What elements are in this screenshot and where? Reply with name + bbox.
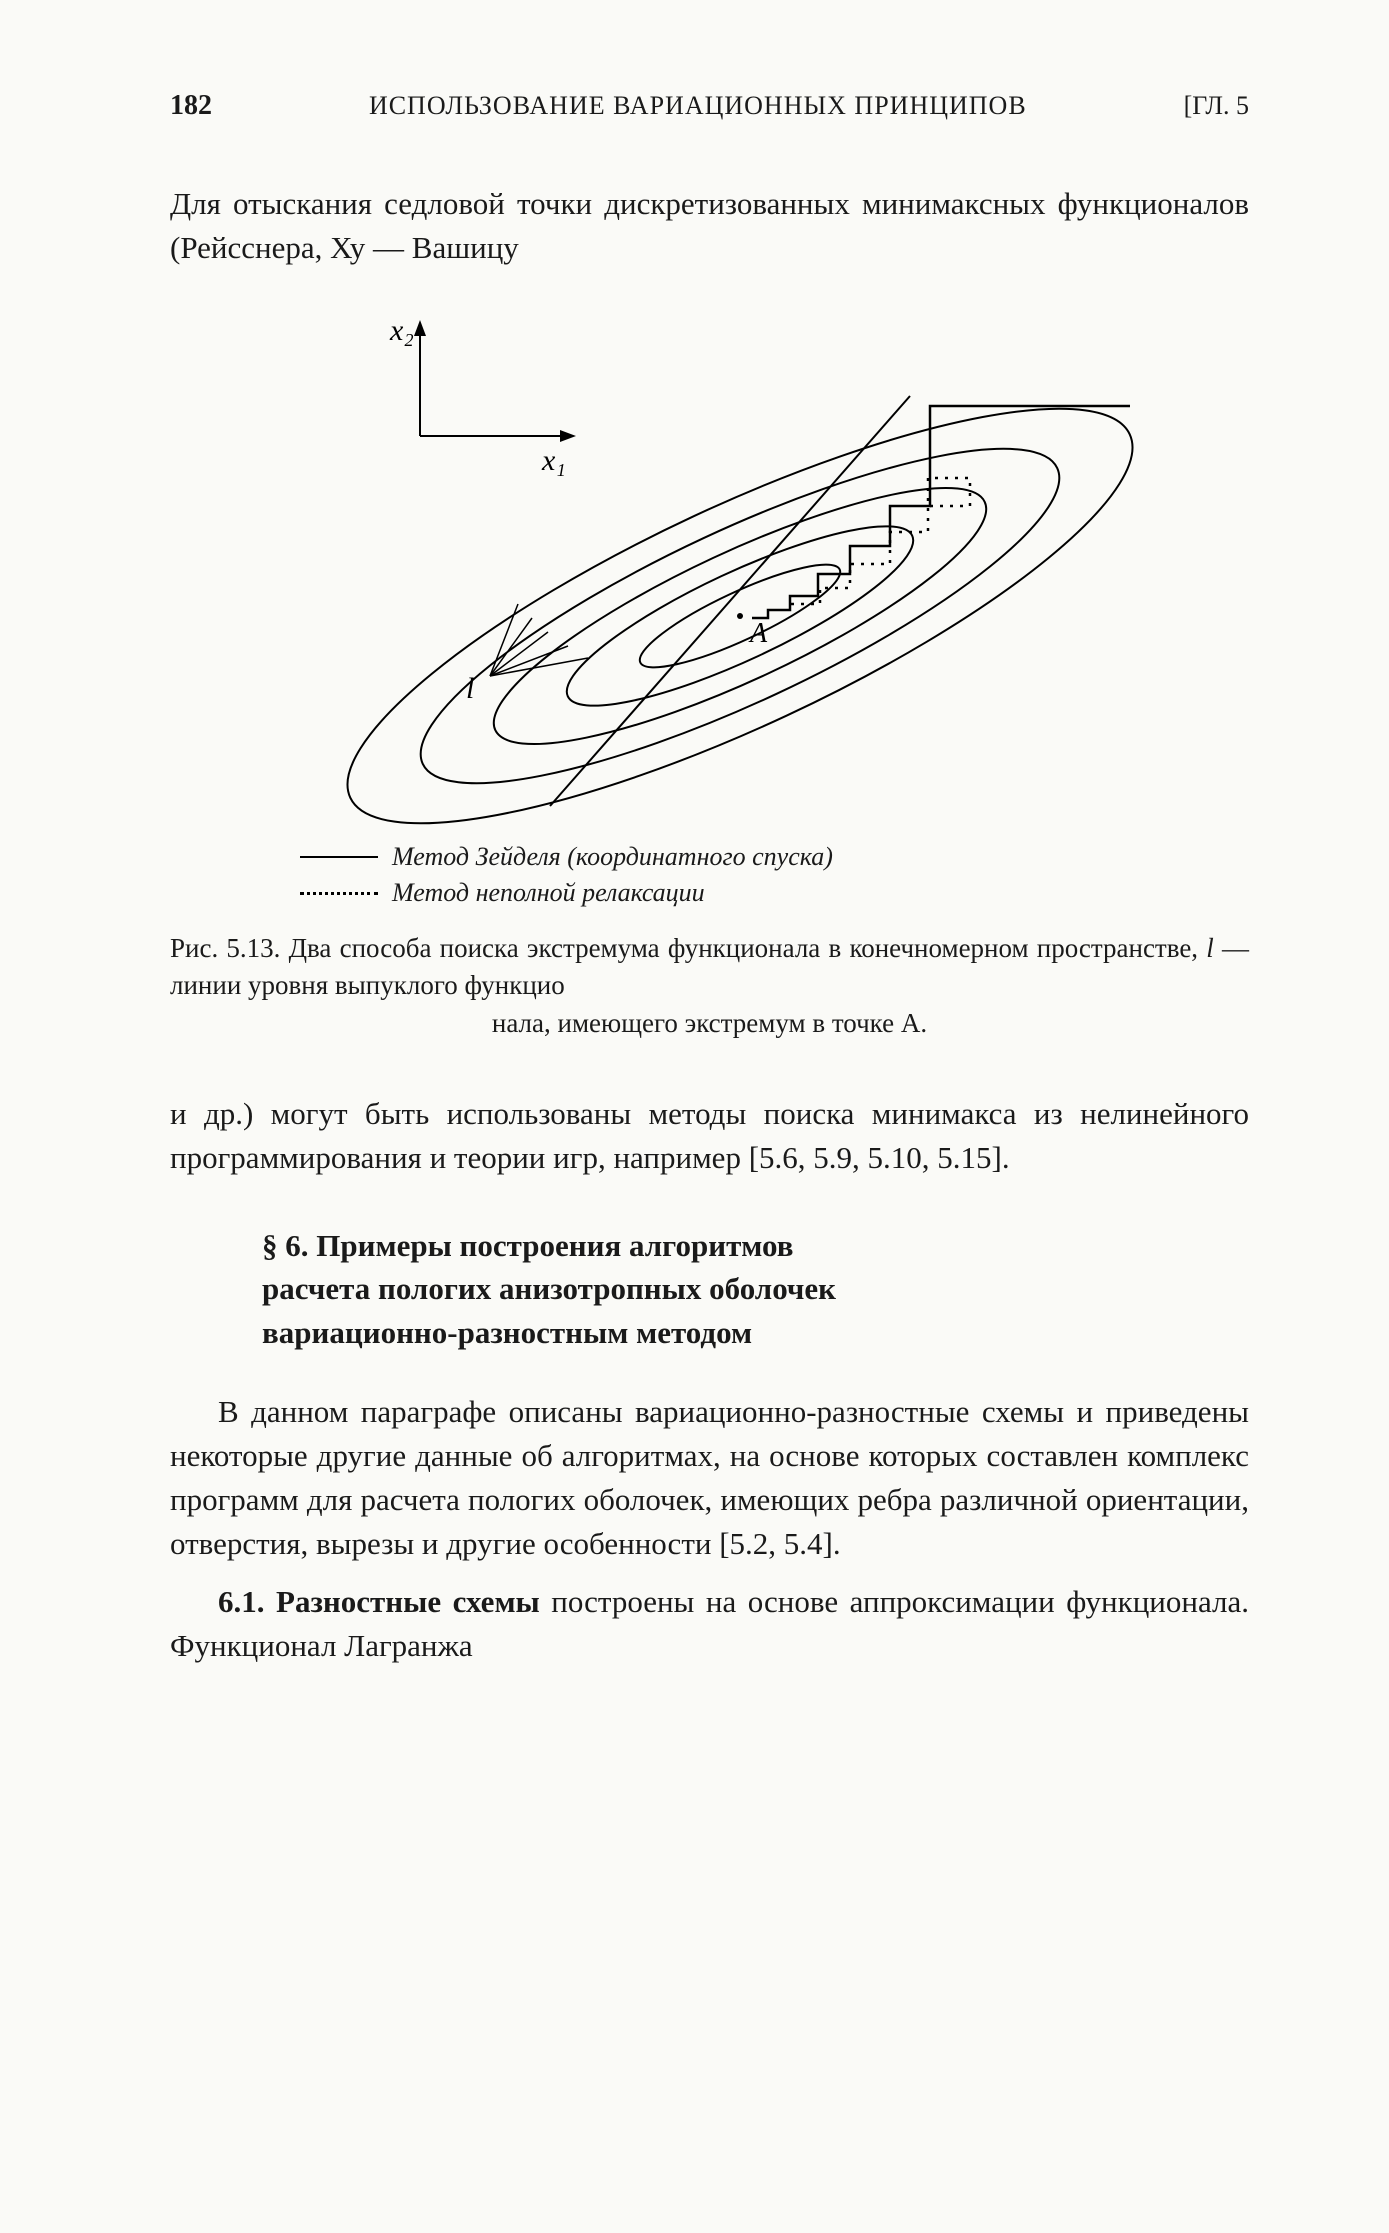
legend-solid-row: Метод Зейделя (координатного спуска) (300, 842, 1249, 872)
figure-5-13: x₂ x₁ l A Метод З (170, 306, 1249, 1042)
legend-dotted-swatch (300, 892, 378, 895)
section-line3: вариационно-разностным методом (262, 1315, 752, 1350)
chapter-label: [ГЛ. 5 (1184, 91, 1249, 121)
section-num: § 6. (262, 1228, 316, 1263)
paragraph-2: и др.) могут быть использованы методы по… (170, 1092, 1249, 1180)
legend-solid-text: Метод Зейделя (координатного спуска) (392, 842, 833, 872)
caption-end: нала, имеющего экстремум в точке A. (170, 1005, 1249, 1042)
level-line-label: l (466, 672, 474, 705)
paragraph-3: В данном параграфе описаны вариационно-р… (170, 1390, 1249, 1566)
caption-l: l (1206, 933, 1214, 963)
point-a-label: A (748, 618, 768, 649)
section-line1: Примеры построения алгоритмов (316, 1228, 793, 1263)
paragraph-1: Для отыскания седловой точки дискретизов… (170, 182, 1249, 270)
figure-caption: Рис. 5.13. Два способа поиска экстремума… (170, 930, 1249, 1042)
caption-start: Рис. 5.13. Два способа поиска экстремума… (170, 933, 1206, 963)
section-6-title: § 6. Примеры построения алгоритмов расче… (262, 1224, 1249, 1354)
page-number: 182 (170, 90, 212, 122)
paragraph-4: 6.1. Разностные схемы построены на основ… (170, 1580, 1249, 1668)
axis-y-label: x₂ (389, 314, 414, 347)
legend-dotted-text: Метод неполной релаксации (392, 878, 705, 908)
axis-x-label: x₁ (541, 444, 566, 477)
figure-legend: Метод Зейделя (координатного спуска) Мет… (300, 842, 1249, 908)
figure-diagram: x₂ x₁ l A (270, 306, 1150, 826)
para4-head: 6.1. Разностные схемы (218, 1584, 540, 1619)
section-line2: расчета пологих анизотропных оболочек (262, 1271, 836, 1306)
legend-solid-swatch (300, 856, 378, 858)
legend-dotted-row: Метод неполной релаксации (300, 878, 1249, 908)
header-title: ИСПОЛЬЗОВАНИЕ ВАРИАЦИОННЫХ ПРИНЦИПОВ (369, 91, 1027, 121)
running-header: 182 ИСПОЛЬЗОВАНИЕ ВАРИАЦИОННЫХ ПРИНЦИПОВ… (170, 90, 1249, 122)
